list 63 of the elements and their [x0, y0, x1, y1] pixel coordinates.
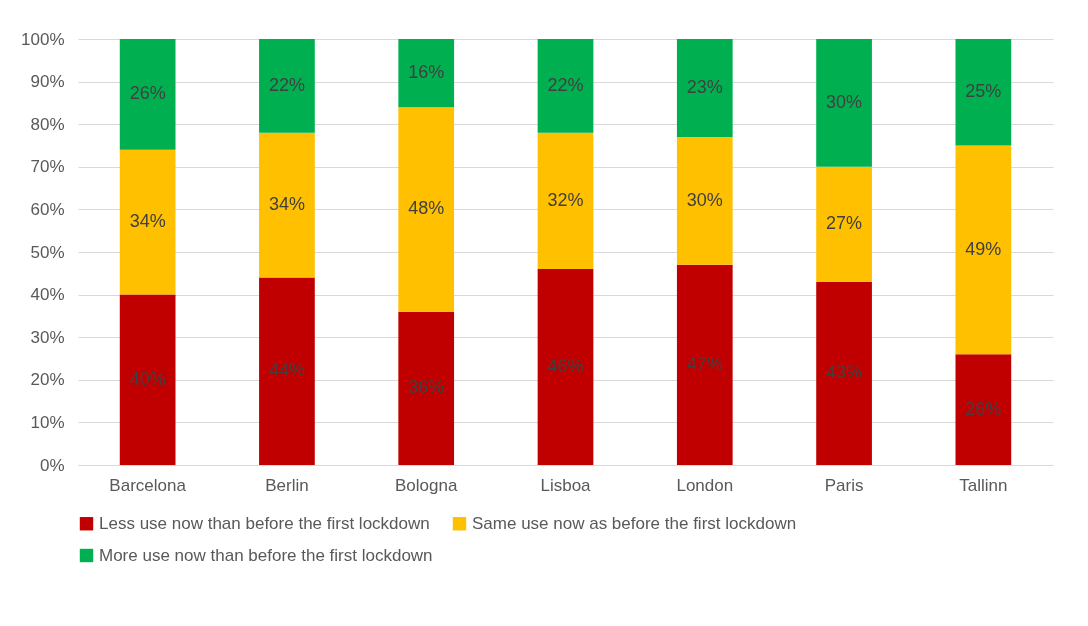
- y-tick-label: 50%: [30, 242, 65, 262]
- data-label: 48%: [408, 198, 445, 219]
- data-label: 36%: [408, 377, 445, 398]
- bar: [119, 39, 176, 150]
- bar: [119, 294, 176, 465]
- x-tick-label: Tallinn: [959, 475, 1008, 495]
- data-label: 47%: [686, 353, 723, 374]
- y-tick-label: 0%: [39, 455, 65, 475]
- data-label: 27%: [826, 213, 863, 234]
- bar: [537, 132, 594, 270]
- legend-label: Less use now than before the first lockdown: [99, 513, 430, 533]
- bar: [119, 149, 176, 295]
- legend-label: Same use now as before the first lockdown: [472, 513, 797, 533]
- y-tick-label: 40%: [30, 285, 65, 305]
- bar: [398, 39, 455, 108]
- data-label: 26%: [129, 83, 166, 104]
- data-label: 30%: [686, 189, 723, 210]
- data-label: 22%: [268, 74, 305, 95]
- data-label: 49%: [965, 238, 1002, 259]
- data-label: 44%: [268, 360, 305, 381]
- data-label: 23%: [686, 76, 723, 97]
- data-label: 26%: [965, 398, 1002, 419]
- y-tick-label: 30%: [30, 327, 65, 347]
- x-tick-label: London: [676, 475, 734, 495]
- data-label: 34%: [268, 194, 305, 215]
- legend-label: More use now than before the first lockdown: [99, 545, 433, 565]
- bar: [398, 311, 455, 465]
- x-tick-label: Bologna: [395, 475, 458, 495]
- x-tick-label: Barcelona: [109, 475, 187, 495]
- bar: [537, 269, 594, 465]
- bar: [816, 39, 872, 167]
- data-label: 32%: [547, 189, 584, 210]
- x-tick-label: Lisboa: [540, 475, 592, 495]
- y-tick-label: 80%: [30, 114, 65, 134]
- data-label: 43%: [826, 362, 863, 383]
- data-label: 30%: [826, 91, 863, 112]
- x-tick-label: Berlin: [265, 475, 309, 495]
- x-tick-label: Paris: [824, 475, 864, 495]
- bar: [955, 145, 1012, 355]
- bar: [676, 264, 733, 465]
- data-label: 16%: [408, 62, 445, 83]
- bar: [259, 39, 315, 133]
- data-label: 40%: [129, 368, 166, 389]
- y-tick-label: 70%: [30, 157, 65, 177]
- y-tick-label: 60%: [30, 199, 65, 219]
- data-label: 34%: [129, 211, 166, 232]
- bar: [259, 132, 315, 278]
- bar: [955, 354, 1012, 465]
- bar: [676, 136, 733, 265]
- data-label: 22%: [547, 74, 584, 95]
- bar: [955, 39, 1012, 146]
- bar: [537, 39, 594, 133]
- y-tick-label: 100%: [21, 29, 65, 49]
- bar: [816, 281, 872, 465]
- bar: [259, 277, 315, 465]
- bar: [676, 39, 733, 137]
- data-label: 25%: [965, 81, 1002, 102]
- bar: [398, 107, 455, 312]
- data-label: 46%: [547, 356, 584, 377]
- y-tick-label: 20%: [30, 370, 65, 390]
- y-tick-label: 90%: [30, 72, 65, 92]
- y-tick-label: 10%: [30, 412, 65, 432]
- bar: [816, 166, 872, 282]
